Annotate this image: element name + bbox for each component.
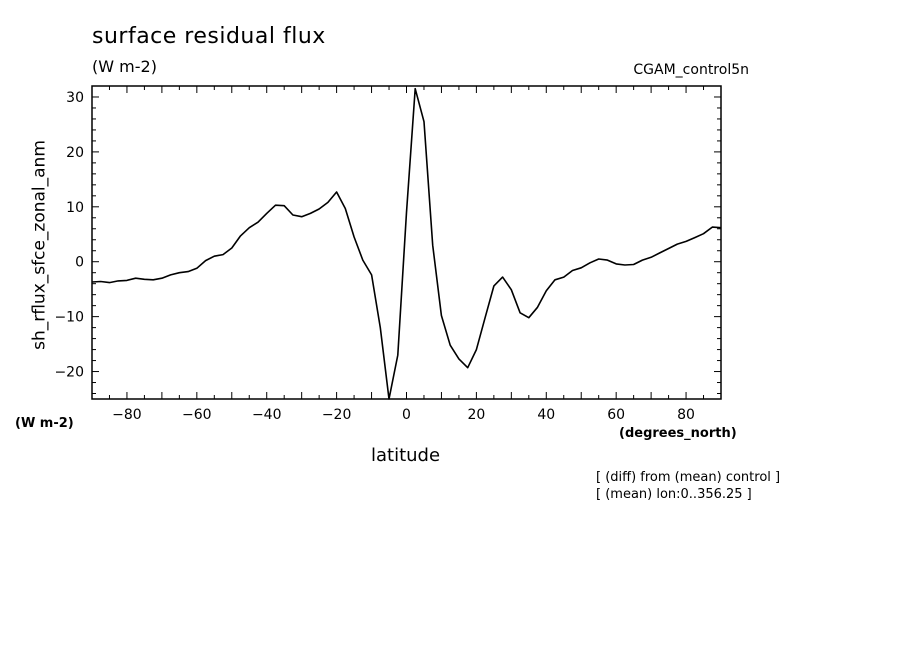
y-tick-label: 0 xyxy=(75,255,84,271)
y-tick-label: −20 xyxy=(54,365,84,381)
x-tick-label: 80 xyxy=(677,407,695,423)
x-tick-label: 20 xyxy=(467,407,485,423)
x-tick-label: −80 xyxy=(112,407,142,423)
note-line-1: [ (diff) from (mean) control ] xyxy=(596,470,781,485)
x-tick-label: −40 xyxy=(252,407,282,423)
x-axis-label: latitude xyxy=(371,445,441,466)
tick-labels-layer: −80 −60 −40 −20 0 20 40 60 80 −20 −10 0 10 20 30 xyxy=(54,90,695,423)
x-tick-label: 40 xyxy=(537,407,555,423)
run-label: CGAM_control5n xyxy=(633,62,749,78)
y-tick-label: 30 xyxy=(66,90,84,106)
chart-subtitle: (W m-2) xyxy=(92,57,157,76)
series-layer xyxy=(91,87,722,400)
x-tick-label: 0 xyxy=(402,407,411,423)
x-tick-label: 60 xyxy=(607,407,625,423)
y-tick-label: 20 xyxy=(66,145,84,161)
x-tick-label: −60 xyxy=(182,407,212,423)
x-axis-units: (degrees_north) xyxy=(619,426,737,441)
y-axis-units: (W m-2) xyxy=(15,416,74,431)
y-tick-label: 10 xyxy=(66,200,84,216)
ticks-layer xyxy=(91,85,722,399)
chart-title: surface residual flux xyxy=(92,24,326,49)
plot-frame xyxy=(91,85,722,400)
series-line xyxy=(91,87,722,400)
note-line-2: [ (mean) lon:0..356.25 ] xyxy=(596,487,752,502)
x-tick-label: −20 xyxy=(322,407,352,423)
y-tick-label: −10 xyxy=(54,310,84,326)
